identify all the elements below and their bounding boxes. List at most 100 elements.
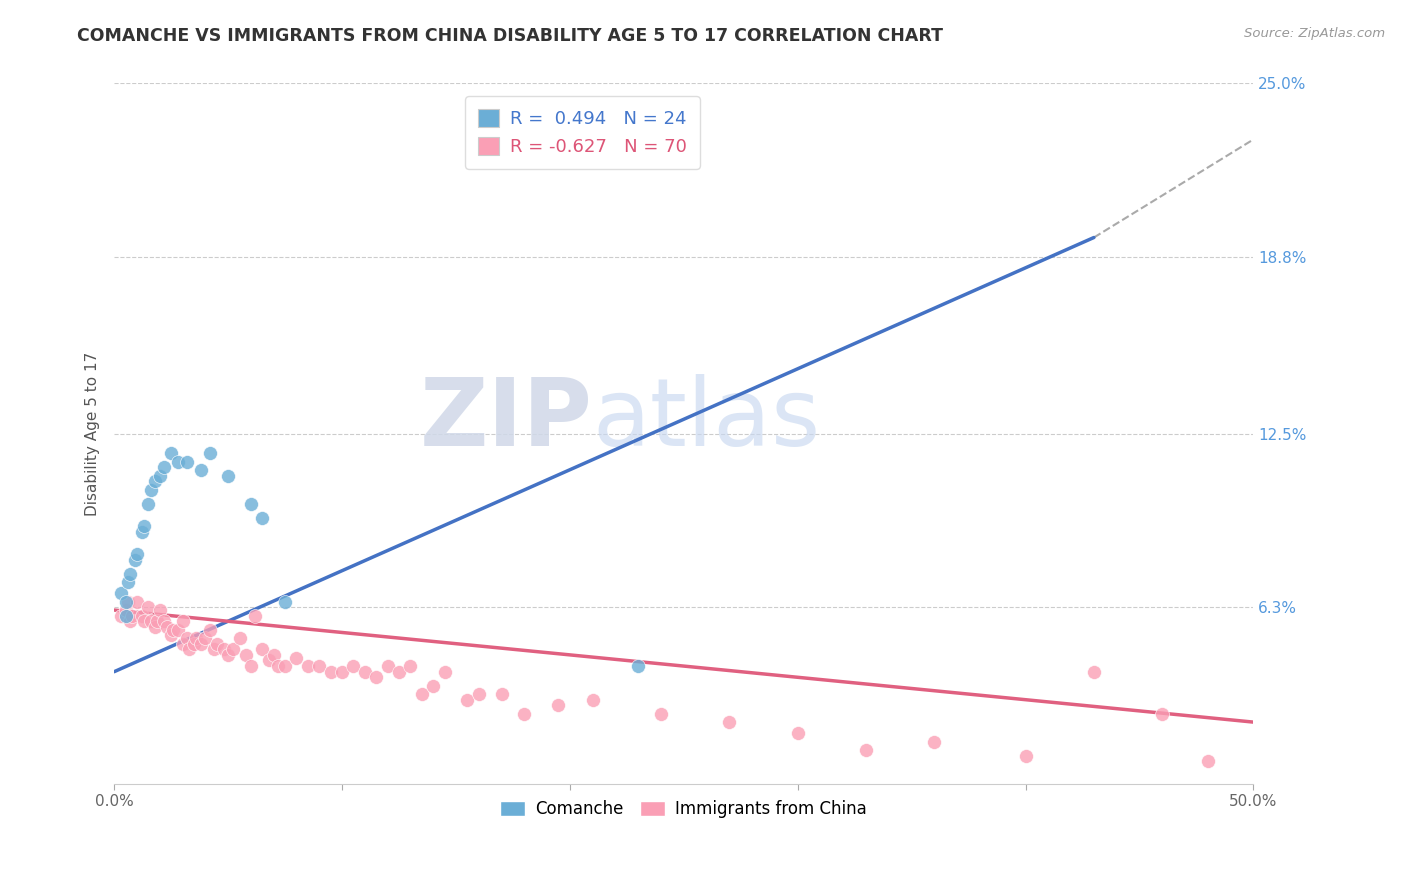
Point [1197,755,1219,769]
Point [143,620,166,634]
Point [198,446,221,460]
Point [194,631,217,645]
Point [274,595,297,609]
Point [198,623,221,637]
Y-axis label: Disability Age 5 to 17: Disability Age 5 to 17 [86,351,100,516]
Point [153,460,176,475]
Point [221,642,243,657]
Point [627,659,650,673]
Point [547,698,569,713]
Point [650,706,672,721]
Point [718,715,741,730]
Point [179,642,201,657]
Point [176,631,198,645]
Point [582,692,605,706]
Point [205,637,228,651]
Point [117,595,139,609]
Point [252,510,274,524]
Text: atlas: atlas [593,374,821,466]
Point [172,637,194,651]
Point [491,687,513,701]
Point [138,600,160,615]
Point [257,653,280,667]
Point [114,603,136,617]
Point [120,566,142,581]
Point [319,665,342,679]
Point [131,524,153,539]
Point [110,586,132,600]
Point [366,670,388,684]
Point [114,608,136,623]
Point [172,614,194,628]
Point [456,692,478,706]
Point [132,519,155,533]
Point [353,665,375,679]
Legend: Comanche, Immigrants from China: Comanche, Immigrants from China [494,793,875,824]
Point [228,631,250,645]
Point [252,642,274,657]
Point [1152,706,1174,721]
Point [125,547,148,561]
Point [308,659,330,673]
Point [274,659,297,673]
Point [330,665,353,679]
Point [377,659,399,673]
Point [411,687,433,701]
Point [217,468,239,483]
Point [143,474,166,488]
Point [167,623,190,637]
Point [235,648,257,662]
Point [138,497,160,511]
Text: COMANCHE VS IMMIGRANTS FROM CHINA DISABILITY AGE 5 TO 17 CORRELATION CHART: COMANCHE VS IMMIGRANTS FROM CHINA DISABI… [77,27,943,45]
Point [190,637,212,651]
Point [162,623,184,637]
Point [114,595,136,609]
Point [183,637,205,651]
Point [125,595,148,609]
Point [120,614,142,628]
Point [1014,748,1036,763]
Point [399,659,422,673]
Point [160,628,183,642]
Point [204,642,226,657]
Point [146,614,169,628]
Point [212,642,235,657]
Point [149,468,172,483]
Point [263,648,285,662]
Point [433,665,456,679]
Point [786,726,808,740]
Point [388,665,411,679]
Point [267,659,290,673]
Point [132,614,155,628]
Point [190,463,212,477]
Point [139,614,162,628]
Point [117,575,139,590]
Point [342,659,364,673]
Point [422,679,444,693]
Point [110,608,132,623]
Point [131,608,153,623]
Text: Source: ZipAtlas.com: Source: ZipAtlas.com [1244,27,1385,40]
Point [186,631,208,645]
Point [176,454,198,468]
Point [160,446,183,460]
Point [217,648,239,662]
Point [513,706,536,721]
Point [153,614,176,628]
Point [1083,665,1105,679]
Point [467,687,489,701]
Point [239,659,262,673]
Point [924,735,946,749]
Point [155,620,177,634]
Text: ZIP: ZIP [420,374,593,466]
Point [285,650,308,665]
Point [149,603,172,617]
Point [245,608,267,623]
Point [239,497,262,511]
Point [167,454,190,468]
Point [855,743,877,757]
Point [121,608,143,623]
Point [297,659,319,673]
Point [139,483,162,497]
Point [124,552,146,566]
